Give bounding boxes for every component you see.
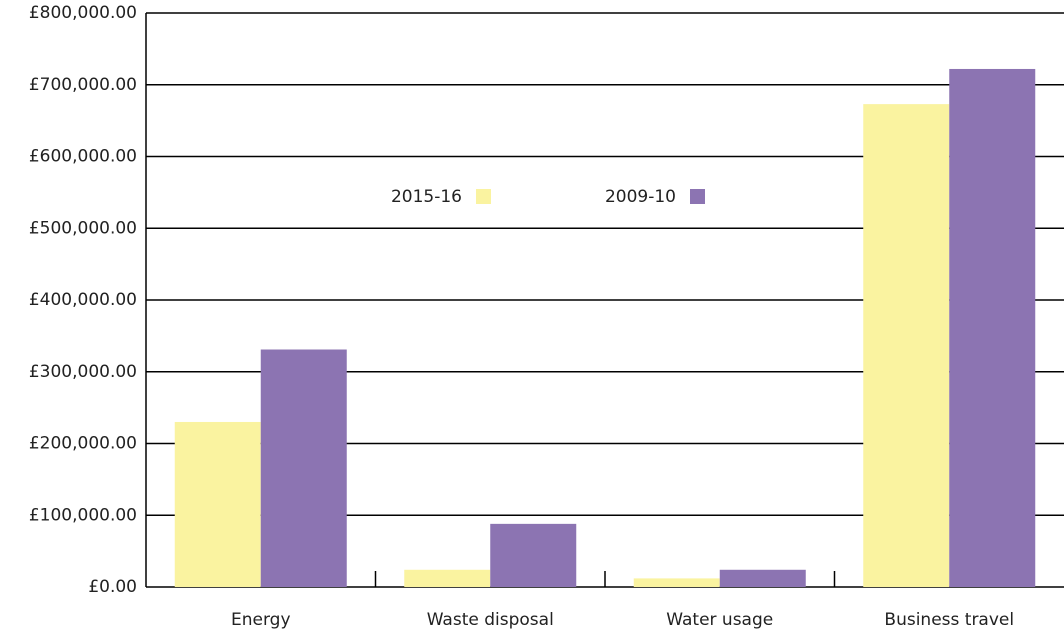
y-tick-label: £0.00	[88, 577, 137, 597]
x-tick-label: Business travel	[884, 610, 1014, 630]
bar	[174, 421, 261, 587]
legend-label: 2009-10	[605, 187, 676, 207]
x-tick-label: Waste disposal	[427, 610, 554, 630]
bar	[863, 104, 950, 587]
y-tick-label: £700,000.00	[29, 75, 137, 95]
x-tick-label: Water usage	[666, 610, 773, 630]
bar	[633, 578, 720, 587]
bar	[260, 349, 347, 587]
bar	[719, 569, 806, 587]
bar	[949, 68, 1036, 588]
y-tick-label: £800,000.00	[29, 3, 137, 23]
legend-label: 2015-16	[391, 187, 462, 207]
legend-swatch	[690, 189, 705, 204]
legend-swatch	[476, 189, 491, 204]
bar	[490, 523, 577, 587]
y-tick-label: £600,000.00	[29, 147, 137, 167]
bar	[404, 569, 491, 587]
y-tick-label: £200,000.00	[29, 434, 137, 454]
y-tick-label: £500,000.00	[29, 218, 137, 238]
y-tick-label: £400,000.00	[29, 290, 137, 310]
y-tick-label: £100,000.00	[29, 505, 137, 525]
x-tick-label: Energy	[231, 610, 291, 630]
y-tick-label: £300,000.00	[29, 362, 137, 382]
